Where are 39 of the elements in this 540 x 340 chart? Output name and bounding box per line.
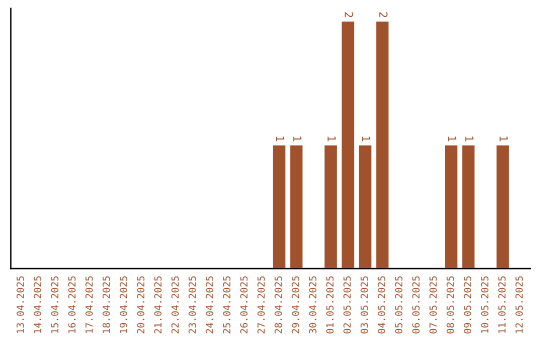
x-tick-label: 25.04.2025 bbox=[223, 276, 230, 334]
x-tick-label: 21.04.2025 bbox=[154, 276, 162, 334]
data-label: 1 bbox=[362, 136, 370, 142]
x-tick-label: 11.05.2025 bbox=[498, 276, 506, 333]
x-tick-label: 30.04.2025 bbox=[309, 276, 316, 334]
data-label: 2 bbox=[379, 12, 388, 18]
x-tick-label: 05.05.2025 bbox=[395, 276, 402, 334]
x-tick-label: 18.04.2025 bbox=[102, 276, 110, 333]
data-label: 1 bbox=[448, 136, 456, 142]
x-tick-label: 09.05.2025 bbox=[464, 276, 472, 334]
x-tick-label: 14.04.2025 bbox=[34, 276, 42, 333]
x-tick-label: 27.04.2025 bbox=[257, 276, 265, 334]
data-label: 1 bbox=[465, 136, 474, 142]
x-tick-label: 29.04.2025 bbox=[292, 276, 300, 334]
data-label: 1 bbox=[276, 136, 284, 142]
x-tick-label: 12.05.2025 bbox=[515, 276, 523, 333]
x-tick-label: 02.05.2025 bbox=[343, 276, 351, 334]
x-tick-label: 07.05.2025 bbox=[429, 276, 437, 334]
data-label: 1 bbox=[500, 136, 508, 142]
x-tick-label: 19.04.2025 bbox=[120, 276, 128, 333]
x-tick-label: 03.05.2025 bbox=[360, 276, 368, 334]
x-tick-label: 01.05.2025 bbox=[326, 276, 334, 334]
x-tick-label: 10.05.2025 bbox=[481, 276, 488, 333]
x-tick-label: 17.04.2025 bbox=[85, 276, 93, 333]
x-tick-label: 23.04.2025 bbox=[188, 276, 196, 334]
data-label: 1 bbox=[293, 136, 302, 142]
x-tick-label: 22.04.2025 bbox=[171, 276, 179, 334]
x-tick-label: 04.05.2025 bbox=[378, 276, 386, 334]
x-tick-label: 08.05.2025 bbox=[446, 276, 454, 334]
data-label: 2 bbox=[344, 12, 354, 18]
x-tick-label: 15.04.2025 bbox=[51, 276, 58, 333]
x-tick-label: 16.04.2025 bbox=[68, 276, 76, 333]
x-tick-label: 26.04.2025 bbox=[240, 276, 248, 334]
x-tick-label: 20.04.2025 bbox=[137, 276, 144, 334]
x-tick-label: 13.04.2025 bbox=[16, 276, 24, 333]
data-label: 1 bbox=[328, 136, 336, 142]
x-tick-label: 28.04.2025 bbox=[274, 276, 282, 334]
x-tick-label: 24.04.2025 bbox=[206, 276, 214, 334]
x-tick-label: 06.05.2025 bbox=[412, 276, 420, 334]
